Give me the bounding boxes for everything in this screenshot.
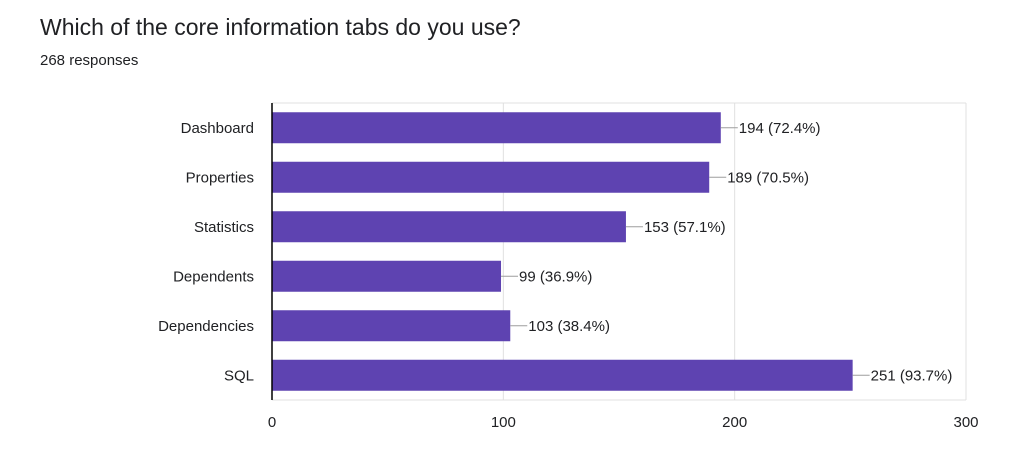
bar-dependencies [272, 310, 511, 342]
category-label: Statistics [194, 219, 254, 236]
category-label: SQL [224, 367, 254, 384]
x-tick-label: 300 [953, 414, 978, 431]
x-tick-label: 0 [268, 414, 276, 431]
bar-dependents [272, 260, 502, 292]
data-label: 99 (36.9%) [519, 268, 592, 285]
data-label: 194 (72.4%) [739, 120, 821, 137]
category-label: Dependents [173, 268, 254, 285]
x-tick-label: 100 [491, 414, 516, 431]
data-label: 153 (57.1%) [644, 219, 726, 236]
question-title: Which of the core information tabs do yo… [40, 14, 521, 40]
data-label: 251 (93.7%) [871, 367, 953, 384]
bar-dashboard [272, 112, 721, 144]
response-count: 268 responses [40, 52, 139, 69]
data-label: 189 (70.5%) [727, 169, 809, 186]
category-label: Dependencies [158, 318, 254, 335]
category-label: Dashboard [181, 120, 254, 137]
bar-properties [272, 161, 710, 193]
bar-statistics [272, 211, 626, 243]
category-label: Properties [186, 169, 254, 186]
bar-sql [272, 359, 853, 391]
data-label: 103 (38.4%) [528, 318, 610, 335]
x-tick-label: 200 [722, 414, 747, 431]
